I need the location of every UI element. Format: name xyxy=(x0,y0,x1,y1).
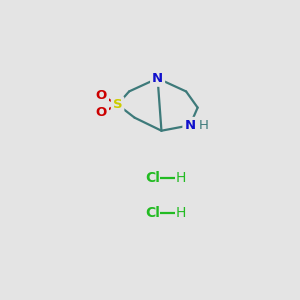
Text: H: H xyxy=(199,119,209,132)
Text: Cl: Cl xyxy=(145,206,160,220)
Text: S: S xyxy=(113,98,122,111)
Text: H: H xyxy=(176,172,186,185)
Text: H: H xyxy=(176,206,186,220)
Text: N: N xyxy=(152,72,163,85)
Text: Cl: Cl xyxy=(145,172,160,185)
Text: O: O xyxy=(96,89,107,102)
Text: N: N xyxy=(184,119,196,132)
Text: O: O xyxy=(96,106,107,119)
